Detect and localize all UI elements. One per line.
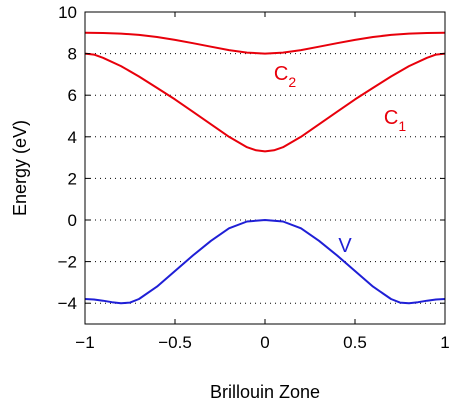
- series-line: [84, 52, 446, 153]
- x-tick-label: −0.5: [158, 333, 192, 352]
- y-tick-label: 10: [58, 3, 77, 22]
- x-tick-label: −1: [75, 333, 94, 352]
- x-tick-label: 0: [260, 333, 269, 352]
- series-label: C1: [384, 107, 406, 134]
- y-tick-label: −4: [58, 294, 77, 313]
- axis-ticks: −4 −2 0 2 4 6 8 10 −1 −0.5 0 0.5 1: [58, 3, 450, 352]
- series-label: C2: [274, 63, 296, 90]
- y-tick-label: 0: [68, 211, 77, 230]
- y-tick-label: 6: [68, 86, 77, 105]
- grid-lines: [85, 53, 445, 304]
- y-tick-label: 8: [68, 45, 77, 64]
- series-lines: [84, 31, 446, 305]
- series-label: V: [338, 235, 352, 257]
- series-line: [84, 219, 446, 305]
- series-labels: C2 C1 V: [274, 63, 406, 257]
- series-line: [84, 31, 446, 55]
- y-tick-label: 2: [68, 169, 77, 188]
- x-axis-label: Brillouin Zone: [210, 382, 320, 402]
- y-axis-label: Energy (eV): [10, 120, 30, 216]
- x-tick-label: 1: [440, 333, 449, 352]
- y-tick-label: 4: [68, 128, 77, 147]
- plot-frame: [84, 11, 446, 325]
- y-tick-label: −2: [58, 253, 77, 272]
- x-tick-label: 0.5: [343, 333, 367, 352]
